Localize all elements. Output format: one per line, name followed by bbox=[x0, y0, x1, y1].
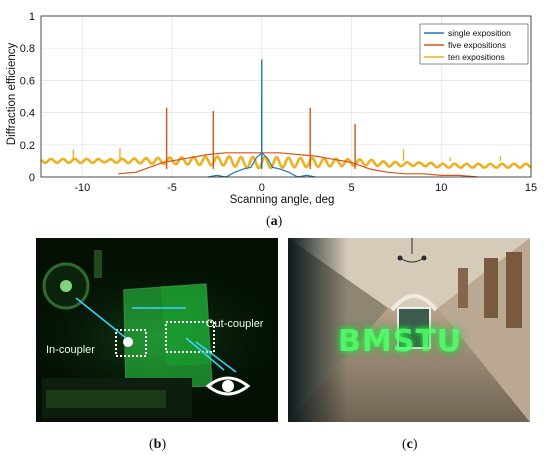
series-2 bbox=[40, 148, 532, 170]
legend-entry: single exposition bbox=[448, 28, 511, 38]
photo-corridor: BMSTU bbox=[288, 238, 530, 422]
x-tick-label: 15 bbox=[525, 182, 537, 194]
x-axis-label: Scanning angle, deg bbox=[230, 194, 335, 206]
y-tick-label: 0.2 bbox=[20, 140, 35, 152]
x-tick-label: 10 bbox=[435, 182, 447, 194]
y-tick-label: 0.8 bbox=[20, 43, 35, 55]
series-line bbox=[40, 154, 532, 170]
legend-entry: ten expositions bbox=[448, 52, 505, 62]
x-tick-label: 5 bbox=[348, 182, 354, 194]
waveguide-illustration bbox=[36, 238, 278, 422]
legend-entry: five expositions bbox=[448, 40, 506, 50]
series-layer bbox=[40, 59, 532, 178]
series-line bbox=[118, 152, 478, 178]
x-tick-label: -10 bbox=[74, 182, 90, 194]
x-tick-label: -5 bbox=[167, 182, 177, 194]
y-tick-labels: 0 0.2 0.4 0.6 0.8 1 bbox=[20, 11, 35, 184]
y-tick-label: 0 bbox=[29, 172, 35, 184]
photo-waveguide: In-coupler Out-coupler bbox=[36, 238, 278, 422]
diffraction-efficiency-chart: -10 -5 0 5 10 15 0 0.2 0.4 0.6 0.8 1 Scanning angl… bbox=[6, 11, 537, 206]
chandelier-icon bbox=[397, 238, 427, 263]
x-tick-label: 0 bbox=[259, 182, 265, 194]
caption-c: (c) bbox=[402, 437, 418, 452]
plot-frame bbox=[40, 15, 532, 178]
caption-b: (b) bbox=[149, 437, 167, 452]
in-coupler-label: In-coupler bbox=[46, 344, 95, 356]
chart-legend: single exposition five expositions ten exp… bbox=[419, 23, 529, 65]
y-tick-label: 1 bbox=[29, 11, 35, 23]
y-axis-label: Diffraction efficiency bbox=[6, 43, 18, 146]
y-tick-label: 0.4 bbox=[20, 108, 35, 120]
x-tick-labels: -10 -5 0 5 10 15 bbox=[74, 182, 537, 194]
eye-icon bbox=[205, 376, 251, 396]
doorway bbox=[397, 307, 431, 349]
series-0 bbox=[207, 59, 316, 178]
out-coupler-region bbox=[165, 321, 215, 353]
y-tick-label: 0.6 bbox=[20, 75, 35, 87]
caption-a: (a) bbox=[266, 214, 283, 229]
hologram-text: BMSTU bbox=[338, 324, 463, 359]
out-coupler-label: Out-coupler bbox=[206, 318, 264, 330]
corridor-illustration bbox=[288, 238, 530, 422]
